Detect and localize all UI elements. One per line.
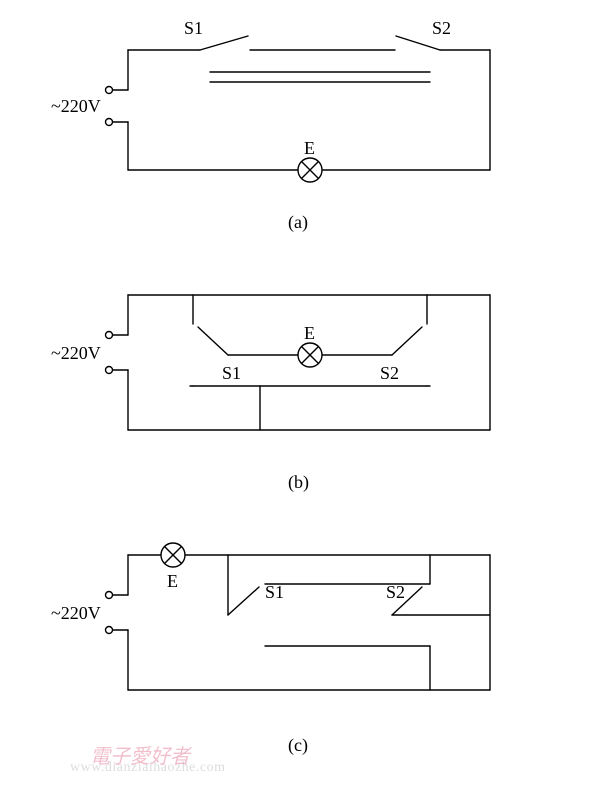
circuit-a-caption: (a): [288, 212, 308, 233]
circuit-a-s2-label: S2: [432, 18, 451, 39]
circuit-c-lamp-label: E: [167, 571, 178, 592]
circuit-c-s2-label: S2: [386, 582, 405, 603]
circuit-b-source-label: ~220V: [51, 343, 101, 364]
circuit-svg: [0, 0, 600, 800]
circuit-b-s2-label: S2: [380, 363, 399, 384]
circuit-a-lamp-label: E: [304, 138, 315, 159]
circuit-a-source-label: ~220V: [51, 96, 101, 117]
circuit-c-s1-label: S1: [265, 582, 284, 603]
circuit-b-s1-label: S1: [222, 363, 241, 384]
circuit-b-caption: (b): [288, 472, 309, 493]
circuit-c-caption: (c): [288, 735, 308, 756]
circuit-a-s1-label: S1: [184, 18, 203, 39]
circuit-c-source-label: ~220V: [51, 603, 101, 624]
diagram-canvas: S1S2~220VE(a)~220VS1S2E(b)~220VES1S2(c)電…: [0, 0, 600, 800]
circuit-b-lamp-label: E: [304, 323, 315, 344]
